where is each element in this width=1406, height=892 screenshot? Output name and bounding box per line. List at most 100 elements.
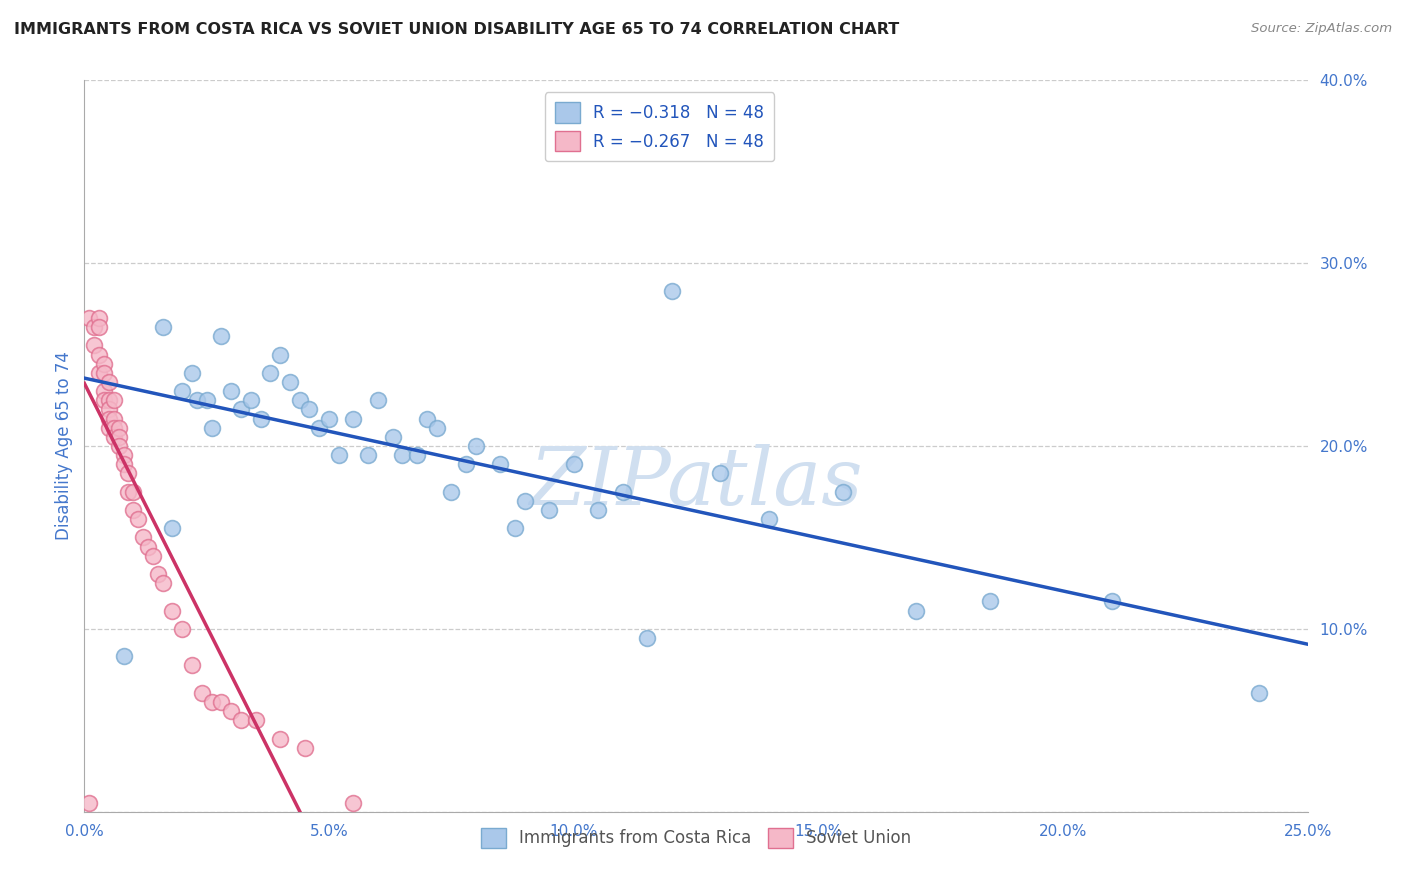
Point (93, 357, 115, 371)
Point (191, 686, 214, 700)
Point (162, 603, 184, 617)
Point (245, 714, 267, 728)
Point (406, 448, 429, 462)
Point (146, 567, 169, 582)
Point (136, 540, 159, 554)
Point (103, 393, 125, 408)
Point (97, 375, 120, 389)
Point (562, 457, 585, 471)
Point (93, 366, 115, 380)
Point (97, 402, 120, 417)
Point (229, 714, 252, 728)
Point (464, 439, 486, 453)
Point (103, 430, 125, 444)
Point (1247, 686, 1270, 700)
Point (142, 549, 165, 563)
Point (503, 521, 526, 535)
Point (181, 658, 204, 673)
Point (195, 393, 218, 408)
Point (209, 329, 232, 343)
Point (249, 411, 271, 425)
Point (162, 521, 184, 535)
Point (83, 320, 105, 334)
Point (538, 503, 561, 517)
Point (186, 393, 208, 408)
Point (979, 594, 1001, 608)
Point (308, 421, 330, 435)
Point (219, 704, 242, 718)
Point (83, 338, 105, 352)
Point (229, 402, 252, 417)
Point (87, 347, 110, 362)
Text: IMMIGRANTS FROM COSTA RICA VS SOVIET UNION DISABILITY AGE 65 TO 74 CORRELATION C: IMMIGRANTS FROM COSTA RICA VS SOVIET UNI… (14, 22, 900, 37)
Text: Source: ZipAtlas.com: Source: ZipAtlas.com (1251, 22, 1392, 36)
Point (298, 402, 321, 417)
Point (122, 484, 145, 499)
Point (269, 731, 291, 746)
Point (107, 430, 129, 444)
Point (172, 622, 194, 636)
Point (239, 393, 262, 408)
Y-axis label: Disability Age 65 to 74: Disability Age 65 to 74 (55, 351, 73, 541)
Point (181, 366, 204, 380)
Point (107, 439, 129, 453)
Point (612, 484, 634, 499)
Point (87, 366, 110, 380)
Point (489, 457, 512, 471)
Point (132, 530, 155, 544)
Point (77, 310, 100, 325)
Legend: Immigrants from Costa Rica, Soviet Union: Immigrants from Costa Rica, Soviet Union (474, 821, 918, 855)
Point (831, 484, 853, 499)
Point (278, 375, 301, 389)
Point (259, 366, 281, 380)
Point (328, 448, 350, 462)
Point (112, 649, 135, 664)
Point (117, 467, 139, 481)
Point (318, 411, 340, 425)
Point (269, 347, 291, 362)
Point (381, 430, 404, 444)
Point (440, 484, 463, 499)
Point (200, 421, 222, 435)
Point (103, 411, 125, 425)
Point (288, 393, 311, 408)
Point (103, 421, 125, 435)
Point (152, 576, 174, 591)
Point (97, 393, 120, 408)
Point (97, 421, 120, 435)
Point (200, 695, 222, 709)
Point (586, 503, 609, 517)
Point (342, 411, 364, 425)
Point (1101, 594, 1123, 608)
Point (367, 393, 389, 408)
Point (87, 310, 110, 325)
Point (127, 512, 149, 526)
Point (426, 421, 449, 435)
Point (661, 284, 683, 298)
Point (93, 393, 115, 408)
Point (219, 384, 242, 398)
Point (454, 457, 477, 471)
Point (97, 411, 120, 425)
Point (117, 484, 139, 499)
Point (391, 448, 413, 462)
Point (87, 320, 110, 334)
Point (342, 796, 364, 810)
Point (905, 603, 928, 617)
Point (357, 448, 380, 462)
Point (172, 384, 194, 398)
Point (107, 421, 129, 435)
Point (209, 695, 232, 709)
Point (77, 796, 100, 810)
Point (112, 448, 135, 462)
Point (294, 740, 316, 755)
Point (513, 494, 536, 508)
Text: ZIPatlas: ZIPatlas (529, 444, 863, 521)
Point (152, 320, 174, 334)
Point (416, 411, 439, 425)
Point (758, 512, 780, 526)
Point (709, 467, 731, 481)
Point (636, 631, 658, 645)
Point (112, 457, 135, 471)
Point (93, 384, 115, 398)
